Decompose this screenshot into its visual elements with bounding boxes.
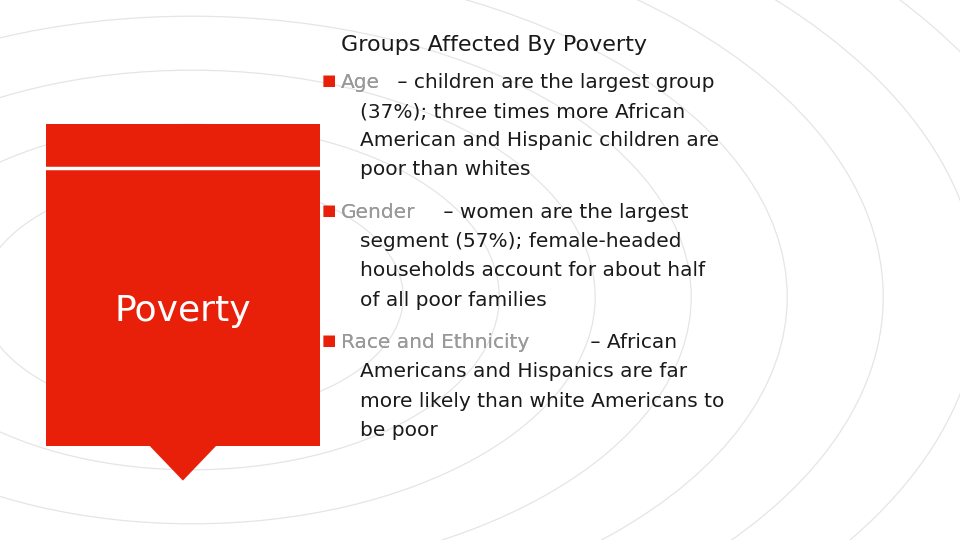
- Text: Groups Affected By Poverty: Groups Affected By Poverty: [341, 35, 647, 55]
- Text: households account for about half: households account for about half: [360, 261, 706, 280]
- Bar: [46, 124, 320, 446]
- Text: be poor: be poor: [360, 421, 438, 440]
- Text: Gender: Gender: [341, 203, 416, 222]
- Text: ■: ■: [322, 333, 336, 348]
- Text: segment (57%); female-headed: segment (57%); female-headed: [360, 232, 682, 251]
- Text: – African: – African: [584, 333, 677, 352]
- Polygon shape: [150, 446, 217, 481]
- Text: more likely than white Americans to: more likely than white Americans to: [360, 392, 725, 410]
- Text: Race and Ethnicity: Race and Ethnicity: [341, 333, 529, 352]
- Text: Americans and Hispanics are far: Americans and Hispanics are far: [360, 362, 687, 381]
- Text: of all poor families: of all poor families: [360, 291, 547, 309]
- Text: Age: Age: [341, 73, 380, 92]
- Text: – children are the largest group: – children are the largest group: [391, 73, 714, 92]
- Text: (37%); three times more African: (37%); three times more African: [360, 102, 685, 121]
- Text: Race and Ethnicity: Race and Ethnicity: [341, 333, 529, 352]
- Text: – women are the largest: – women are the largest: [437, 203, 688, 222]
- Text: ■: ■: [322, 73, 336, 88]
- Text: Poverty: Poverty: [114, 294, 252, 328]
- Text: poor than whites: poor than whites: [360, 160, 531, 179]
- Text: Age: Age: [341, 73, 380, 92]
- Text: American and Hispanic children are: American and Hispanic children are: [360, 131, 719, 150]
- Text: Gender: Gender: [341, 203, 416, 222]
- Text: ■: ■: [322, 203, 336, 218]
